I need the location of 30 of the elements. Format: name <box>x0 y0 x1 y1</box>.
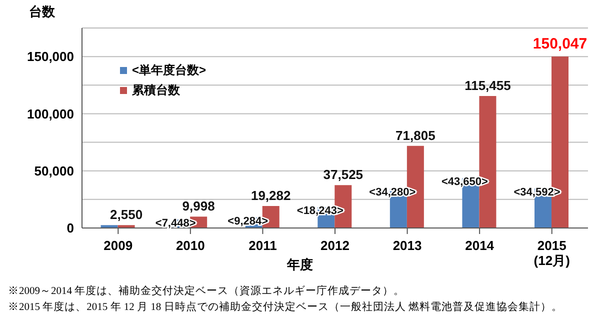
legend-label: 累積台数 <box>132 82 180 99</box>
data-label: <9,284> <box>228 215 268 228</box>
x-tick-label: 2014 <box>465 238 495 253</box>
legend-label: <単年度台数> <box>132 62 206 79</box>
data-label: 71,805 <box>396 128 436 143</box>
data-label: 115,455 <box>464 78 511 94</box>
x-tick-label: 2009 <box>104 238 133 253</box>
x-tick-label: 2015 (12月) <box>534 238 570 268</box>
x-tick-label: 2011 <box>248 238 277 253</box>
data-label: <34,592> <box>514 186 560 198</box>
annotation: 150,047 <box>532 36 588 53</box>
y-tick-label: 0 <box>66 220 74 236</box>
data-label: 19,282 <box>250 188 291 203</box>
x-tick-label: 2010 <box>176 238 205 253</box>
y-tick-label: 150,000 <box>27 49 74 64</box>
data-label: <18,243> <box>296 205 344 218</box>
data-label: <34,280> <box>369 186 416 199</box>
x-tick-label: 2012 <box>320 238 350 253</box>
x-tick-label: 2013 <box>392 238 422 253</box>
x-axis-title: 年度 <box>287 257 313 272</box>
data-label: <43,650> <box>441 176 488 188</box>
y-axis-title: 台数 <box>29 4 56 19</box>
data-label: 37,525 <box>323 167 364 182</box>
data-label: 2,550 <box>110 207 143 222</box>
data-label: 9,998 <box>182 198 215 214</box>
y-tick-label: 100,000 <box>27 106 74 122</box>
text: ※2015 年度は、2015 年 12 月 18 日時点での補助金交付決定ベース（一般社団法人 燃料電池普及促進協会集計）。 <box>8 300 562 315</box>
text: ※2009～2014 年度は、補助金交付決定ベース（資源エネルギー庁作成データ）。 <box>8 284 406 299</box>
data-label: <7,448> <box>155 217 196 230</box>
y-tick-label: 50,000 <box>34 163 74 178</box>
